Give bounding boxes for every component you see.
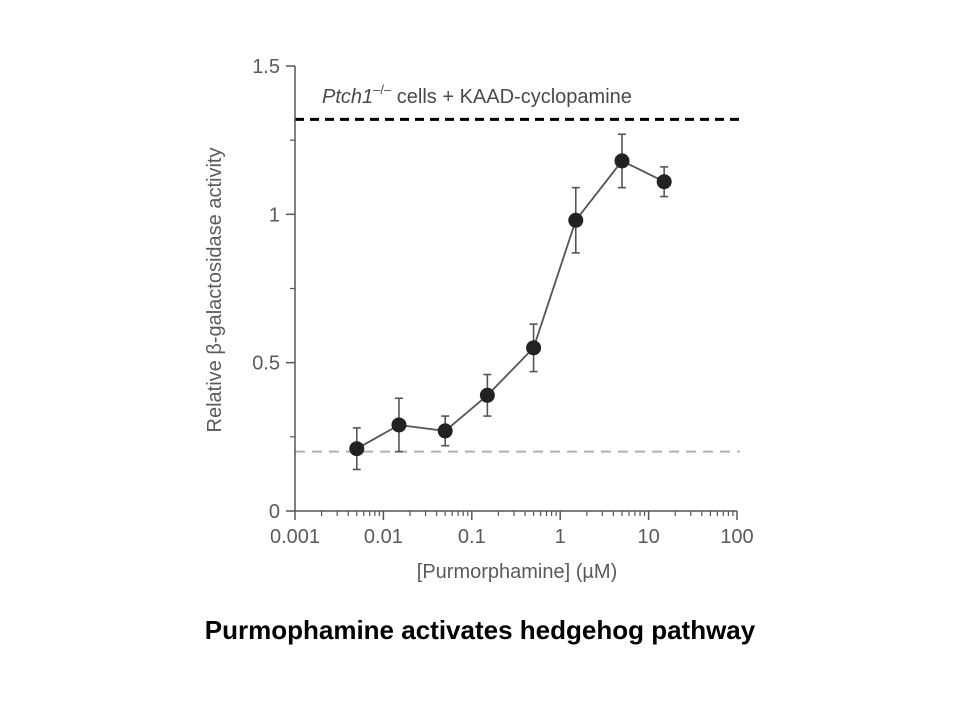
data-point (614, 153, 630, 169)
x-axis-title: [Purmorphamine] (µM) (417, 561, 617, 583)
x-tick-label: 1 (555, 526, 566, 548)
x-tick-label: 10 (637, 526, 659, 548)
data-point (526, 340, 542, 356)
y-tick-label: 1 (269, 204, 280, 226)
series-line (356, 159, 665, 450)
y-axis-ticks: 0 0.5 1 1.5 (252, 56, 295, 523)
y-tick-label: 0 (269, 501, 280, 523)
reference-annotation: Ptch1–/– cells + KAAD-cyclopamine (322, 82, 632, 108)
x-tick-label: 100 (720, 526, 753, 548)
annotation-rest: cells + KAAD-cyclopamine (391, 86, 632, 108)
data-series (356, 159, 665, 450)
figure-caption: Purmophamine activates hedgehog pathway (204, 615, 756, 645)
dose-response-chart: 0.001 0.01 0.1 1 10 100 0 0.5 1 1.5 Ptch1–/– cel… (204, 56, 754, 583)
y-axis-title: Relative β-galactosidase activity (204, 148, 226, 433)
data-point (656, 174, 672, 190)
x-tick-label: 0.01 (364, 526, 403, 548)
data-point (568, 212, 584, 228)
data-point (479, 387, 495, 403)
x-tick-label: 0.1 (458, 526, 486, 548)
y-tick-label: 1.5 (252, 56, 280, 78)
data-point (349, 441, 365, 457)
reference-lines (295, 117, 740, 453)
data-points (349, 133, 672, 471)
annotation-italic: Ptch1 (322, 86, 373, 108)
data-point (437, 423, 453, 439)
y-tick-label: 0.5 (252, 353, 280, 375)
data-point (391, 417, 407, 433)
x-axis-ticks: 0.001 0.01 0.1 1 10 100 (270, 511, 754, 548)
x-tick-label: 0.001 (270, 526, 320, 548)
annotation-superscript: –/– (373, 82, 392, 97)
